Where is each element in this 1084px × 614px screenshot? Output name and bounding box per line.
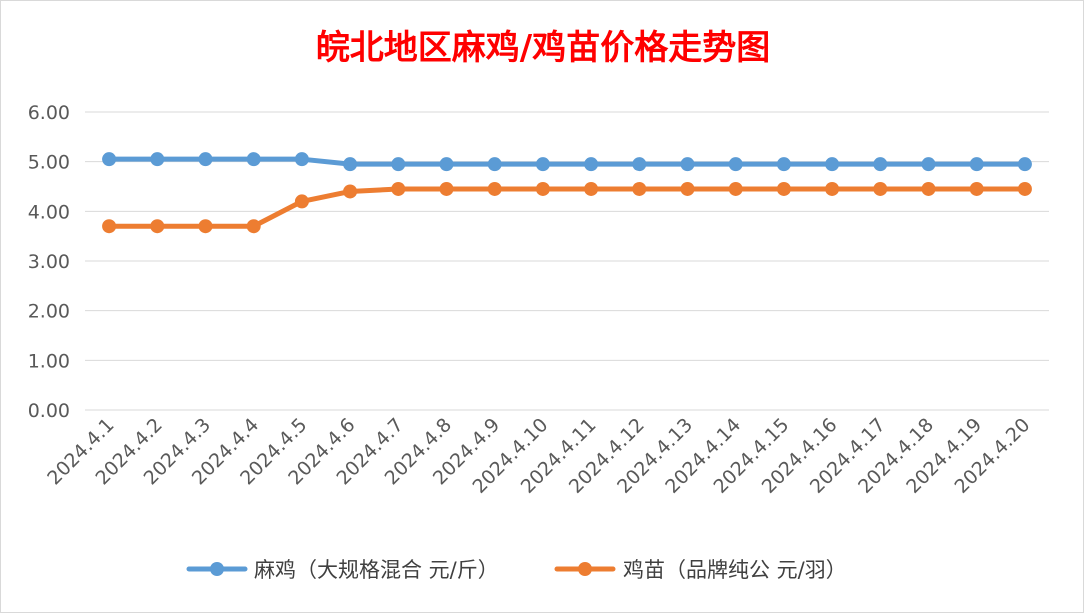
data-point	[873, 157, 888, 172]
data-point	[776, 157, 791, 172]
data-point	[825, 181, 840, 196]
y-tick-label: 1.00	[28, 350, 70, 372]
data-point	[439, 157, 454, 172]
data-point	[439, 181, 454, 196]
data-point	[102, 219, 117, 234]
y-tick-label: 0.00	[28, 400, 70, 422]
legend-label: 麻鸡（大规格混合 元/斤）	[254, 558, 499, 582]
data-point	[776, 181, 791, 196]
data-point	[969, 181, 984, 196]
data-point	[584, 181, 599, 196]
data-point	[632, 157, 647, 172]
series-line	[106, 186, 1028, 229]
data-point	[873, 181, 888, 196]
y-tick-label: 3.00	[28, 251, 70, 273]
data-point	[246, 152, 261, 167]
y-axis-ticks: 0.00 1.00 2.00 3.00 4.00 5.00 6.00	[28, 102, 70, 422]
data-point	[487, 157, 502, 172]
data-point	[921, 157, 936, 172]
data-point	[391, 181, 406, 196]
data-point	[150, 152, 165, 167]
data-point	[728, 157, 743, 172]
data-point	[198, 152, 213, 167]
y-tick-label: 4.00	[28, 201, 70, 223]
data-point	[969, 157, 984, 172]
data-point	[632, 181, 647, 196]
data-point	[343, 157, 358, 172]
data-point	[921, 181, 936, 196]
legend-swatch-marker	[210, 562, 224, 576]
data-point	[487, 181, 502, 196]
data-point	[728, 181, 743, 196]
chart-title: 皖北地区麻鸡/鸡苗价格走势图	[316, 28, 770, 68]
data-point	[535, 157, 550, 172]
data-point	[150, 219, 165, 234]
data-point	[825, 157, 840, 172]
legend-swatch-marker	[578, 562, 592, 576]
legend: 麻鸡（大规格混合 元/斤） 鸡苗（品牌纯公 元/羽）	[186, 558, 847, 582]
data-point	[680, 181, 695, 196]
data-point	[294, 194, 309, 209]
y-tick-label: 5.00	[28, 152, 70, 174]
data-point	[680, 157, 695, 172]
data-point	[102, 152, 117, 167]
data-point	[294, 152, 309, 167]
legend-label: 鸡苗（品牌纯公 元/羽）	[623, 558, 847, 582]
data-point	[1017, 181, 1032, 196]
series-line	[106, 156, 1028, 167]
data-point	[1017, 157, 1032, 172]
x-axis-ticks: 2024.4.12024.4.22024.4.32024.4.42024.4.5…	[43, 414, 1034, 498]
y-tick-label: 2.00	[28, 301, 70, 323]
data-point	[391, 157, 406, 172]
data-point	[535, 181, 550, 196]
data-point	[343, 184, 358, 199]
y-tick-label: 6.00	[28, 102, 70, 124]
data-point	[246, 219, 261, 234]
data-point	[584, 157, 599, 172]
data-point	[198, 219, 213, 234]
series-layer	[102, 152, 1032, 234]
